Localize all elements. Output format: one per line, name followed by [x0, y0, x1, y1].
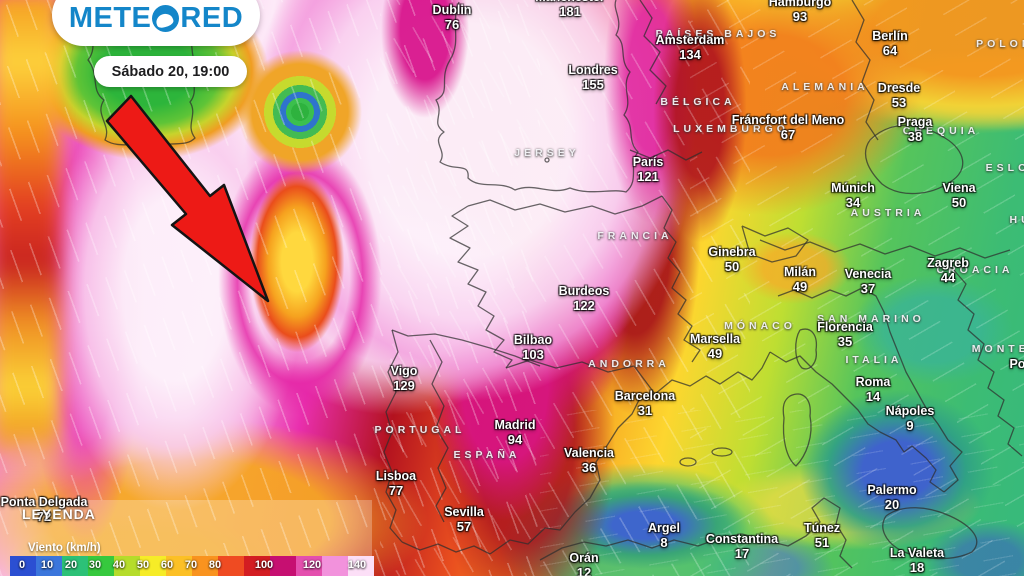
legend-color-segment: [114, 556, 140, 576]
border-czechia: [865, 124, 964, 195]
coast-great-britain: [435, 0, 639, 193]
legend-color-segment: [88, 556, 114, 576]
legend-tick: 40: [112, 559, 126, 571]
legend-tick: 0: [18, 559, 26, 571]
border-netherlands: [639, 0, 667, 105]
coast-france-south: [654, 351, 771, 395]
legend-color-segment: [322, 556, 348, 576]
border-germany-poland: [851, 0, 879, 141]
coast-france-west: [449, 205, 513, 369]
legend-tick: 10: [40, 559, 54, 571]
legend-tick: 140: [347, 559, 367, 571]
legend-color-segment: [140, 556, 166, 576]
legend-color-segment: [348, 556, 374, 576]
legend-color-segment: [166, 556, 192, 576]
meteored-logo[interactable]: METE RED: [52, 0, 260, 46]
legend-title: LEYENDA: [22, 506, 96, 522]
coast-balkans: [951, 267, 1023, 457]
coast-spain-north: [391, 329, 541, 367]
legend-panel: LEYENDA Viento (km/h) 0 10 20 30 40 50 60 70 80 1…: [0, 498, 378, 576]
legend-tick: 30: [88, 559, 102, 571]
timestamp-pill: Sábado 20, 19:00: [94, 56, 247, 87]
legend-color-segment: [192, 556, 218, 576]
legend-color-segment: [244, 556, 270, 576]
timestamp-label: Sábado 20, 19:00: [111, 63, 230, 80]
island-sardinia: [782, 393, 812, 467]
border-switzerland: [741, 225, 809, 263]
heatmap-left-band: [0, 0, 60, 576]
legend-tick-labels: 0 10 20 30 40 50 60 70 80 100 120 140: [0, 556, 378, 576]
legend-color-segment: [10, 556, 36, 576]
island-corsica: [795, 328, 818, 370]
border-austria: [759, 239, 1011, 259]
island-sicily: [882, 507, 978, 560]
legend-color-segment: [36, 556, 62, 576]
legend-tick: 20: [64, 559, 78, 571]
legend-color-segment: [270, 556, 296, 576]
legend-color-segment: [218, 556, 244, 576]
legend-color-segment: [296, 556, 322, 576]
coast-france-north: [467, 195, 663, 215]
legend-color-scale: [10, 556, 374, 576]
island-ibiza: [679, 457, 697, 467]
legend-tick: 60: [160, 559, 174, 571]
logo-text-before: METE: [68, 1, 152, 34]
island-jersey: [544, 157, 550, 163]
coast-italy-west: [769, 351, 945, 493]
legend-color-segment: [62, 556, 88, 576]
logo-text-after: RED: [180, 1, 244, 34]
legend-tick: 100: [254, 559, 274, 571]
legend-tick: 70: [184, 559, 198, 571]
legend-tick: 50: [136, 559, 150, 571]
coast-north-africa: [539, 497, 853, 569]
legend-tick: 80: [208, 559, 222, 571]
coast-italy-east: [777, 287, 963, 493]
coast-spain-east: [489, 393, 656, 555]
legend-tick: 120: [302, 559, 322, 571]
border-belgium: [629, 149, 703, 161]
border-france-east: [661, 195, 701, 363]
legend-unit-label: Viento (km/h): [28, 542, 101, 554]
island-mallorca: [711, 447, 733, 457]
coast-iberia-south: [401, 541, 491, 555]
border-portugal-spain: [429, 339, 449, 523]
meteored-o-icon: [152, 4, 180, 32]
coast-portugal-west: [383, 329, 403, 543]
border-pyrenees: [505, 359, 656, 395]
